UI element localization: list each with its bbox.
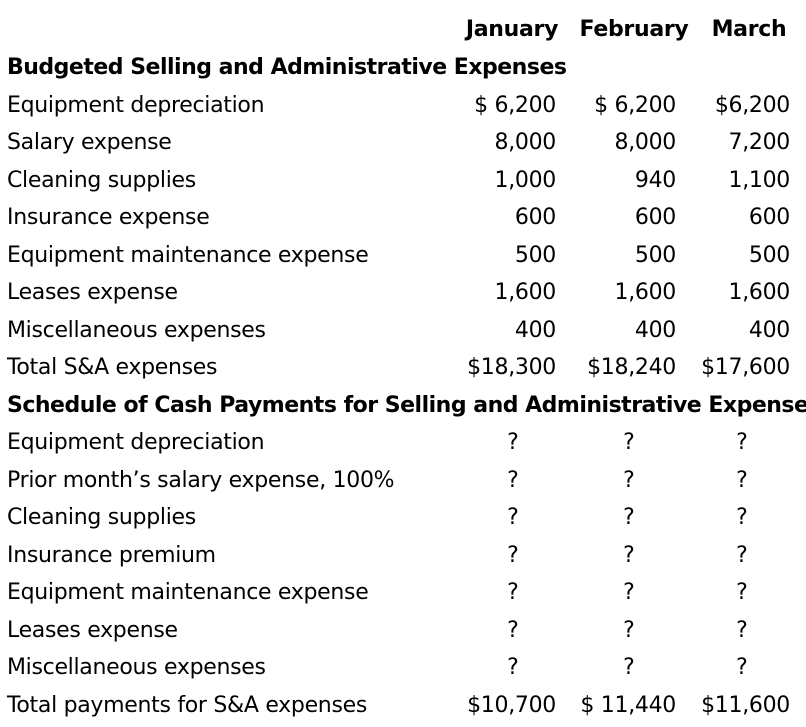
value-march: $17,600 [701,355,790,380]
schedule-row: Cleaning supplies ? ? ? [0,499,806,536]
row-label: Miscellaneous expenses [7,318,266,343]
budget-row: Miscellaneous expenses 400 400 400 [0,312,806,349]
schedule-row: Insurance premium ? ? ? [0,537,806,574]
row-label: Insurance expense [7,205,210,230]
value-february: $ 6,200 [594,93,676,118]
value-january: ? [507,468,519,493]
value-march: ? [736,580,748,605]
value-march: ? [736,655,748,680]
value-march: 1,600 [728,280,791,305]
value-february: ? [623,580,635,605]
budget-row: Equipment maintenance expense 500 500 50… [0,237,806,274]
value-january: $ 6,200 [474,93,556,118]
value-march: ? [736,618,748,643]
row-label: Cleaning supplies [7,505,196,530]
value-february: 600 [634,205,676,230]
column-header-february: February [579,17,689,42]
budget-total-row: Total S&A expenses $18,300 $18,240 $17,6… [0,349,806,386]
schedule-row: Prior month’s salary expense, 100% ? ? ? [0,462,806,499]
row-label: Insurance premium [7,543,216,568]
row-label: Cleaning supplies [7,168,196,193]
budget-row: Salary expense 8,000 8,000 7,200 [0,124,806,161]
schedule-total-row: Total payments for S&A expenses $10,700 … [0,687,806,724]
value-february: 940 [634,168,676,193]
schedule-row: Equipment maintenance expense ? ? ? [0,574,806,611]
value-february: ? [623,543,635,568]
budget-row: Leases expense 1,600 1,600 1,600 [0,274,806,311]
value-january: $10,700 [467,693,556,718]
schedule-section-title: Schedule of Cash Payments for Selling an… [7,393,806,418]
value-march: 500 [748,243,790,268]
budget-row: Insurance expense 600 600 600 [0,199,806,236]
value-february: 400 [634,318,676,343]
row-label: Equipment depreciation [7,430,265,455]
value-january: ? [507,580,519,605]
value-january: ? [507,618,519,643]
value-march: ? [736,468,748,493]
value-january: 1,000 [494,168,557,193]
row-label: Total payments for S&A expenses [7,693,368,718]
value-january: ? [507,430,519,455]
budget-section-row: Budgeted Selling and Administrative Expe… [0,49,806,86]
value-march: ? [736,430,748,455]
value-february: ? [623,505,635,530]
row-label: Prior month’s salary expense, 100% [7,468,395,493]
row-label: Leases expense [7,618,178,643]
value-march: $11,600 [701,693,790,718]
row-label: Miscellaneous expenses [7,655,266,680]
value-march: 400 [748,318,790,343]
column-header-january: January [465,17,559,42]
value-february: ? [623,618,635,643]
value-january: 500 [514,243,556,268]
row-label: Equipment maintenance expense [7,580,369,605]
row-label: Leases expense [7,280,178,305]
value-march: 1,100 [728,168,791,193]
row-label: Total S&A expenses [7,355,218,380]
row-label: Equipment depreciation [7,93,265,118]
value-january: 1,600 [494,280,557,305]
budget-row: Equipment depreciation $ 6,200 $ 6,200 $… [0,87,806,124]
value-march: ? [736,543,748,568]
schedule-row: Leases expense ? ? ? [0,612,806,649]
value-february: 500 [634,243,676,268]
schedule-row: Equipment depreciation ? ? ? [0,424,806,461]
value-february: ? [623,430,635,455]
value-february: 8,000 [614,130,677,155]
budget-section-title: Budgeted Selling and Administrative Expe… [7,55,567,80]
value-january: 400 [514,318,556,343]
value-january: 600 [514,205,556,230]
value-january: $18,300 [467,355,556,380]
value-february: $18,240 [587,355,676,380]
budget-row: Cleaning supplies 1,000 940 1,100 [0,162,806,199]
row-label: Equipment maintenance expense [7,243,369,268]
value-february: $ 11,440 [580,693,676,718]
schedule-section-row: Schedule of Cash Payments for Selling an… [0,387,806,424]
value-march: ? [736,505,748,530]
value-march: $6,200 [714,93,790,118]
column-header-row: January February March [0,11,806,48]
value-march: 7,200 [728,130,791,155]
value-january: ? [507,505,519,530]
value-february: ? [623,468,635,493]
value-february: ? [623,655,635,680]
row-label: Salary expense [7,130,172,155]
value-january: ? [507,655,519,680]
value-january: ? [507,543,519,568]
schedule-row: Miscellaneous expenses ? ? ? [0,649,806,686]
column-header-march: March [711,17,787,42]
value-march: 600 [748,205,790,230]
value-january: 8,000 [494,130,557,155]
value-february: 1,600 [614,280,677,305]
